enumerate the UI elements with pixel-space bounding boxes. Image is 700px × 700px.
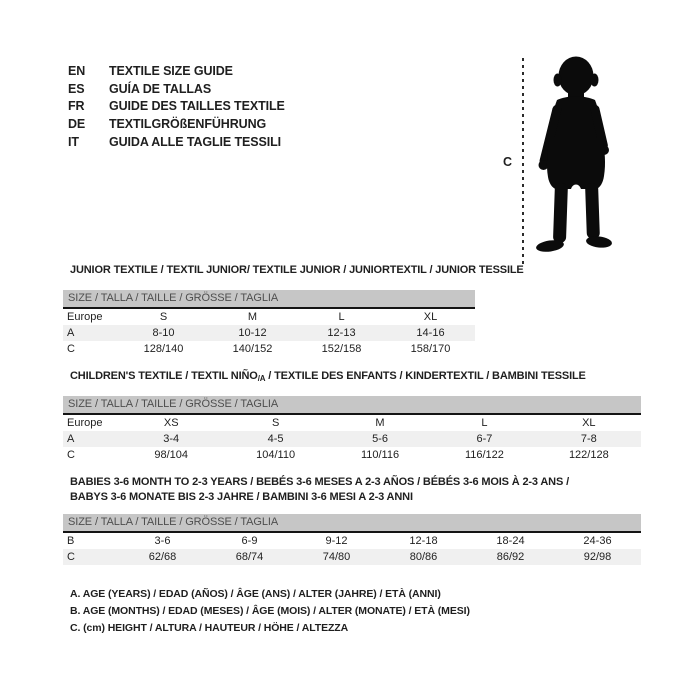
header-divider [63, 531, 641, 533]
height-measure-label: C [503, 155, 513, 169]
cell: 158/170 [410, 343, 451, 355]
cell: L [481, 417, 488, 429]
cell: 18-24 [496, 535, 525, 547]
cell: S [159, 311, 168, 323]
table-row: A 3-4 4-5 5-6 6-7 7-8 [63, 431, 641, 447]
cell: 140/152 [232, 343, 273, 355]
cell: 62/68 [148, 551, 177, 563]
size-header: SIZE / TALLA / TAILLE / GRÖSSE / TAGLIA [63, 290, 475, 307]
cell: XS [163, 417, 179, 429]
cell: 3-4 [163, 433, 180, 445]
cell: S [271, 417, 280, 429]
cell: 10-12 [238, 327, 267, 339]
row-label: A [67, 327, 75, 339]
table-row: C 98/104 104/110 110/116 116/122 122/128 [63, 447, 641, 463]
language-title: GUIDA ALLE TAGLIE TESSILI [109, 135, 282, 150]
children-table-title: CHILDREN'S TEXTILE / TEXTIL NIÑO/A / TEX… [70, 370, 586, 383]
cell: 9-12 [325, 535, 348, 547]
language-row-de: DE TEXTILGRÖßENFÜHRUNG [68, 115, 285, 133]
language-title: TEXTILE SIZE GUIDE [109, 63, 233, 78]
children-title-pre: CHILDREN'S TEXTILE / TEXTIL NIÑO [70, 370, 258, 382]
toddler-silhouette-icon [536, 56, 612, 252]
table-row: Europe XS S M L XL [63, 415, 641, 431]
legend-line-b: B. AGE (MONTHS) / EDAD (MESES) / ÂGE (MO… [70, 605, 470, 618]
cell: 74/80 [322, 551, 351, 563]
size-header: SIZE / TALLA / TAILLE / GRÖSSE / TAGLIA [63, 396, 641, 413]
babies-table-title: BABIES 3-6 MONTH TO 2-3 YEARS / BEBÉS 3-… [70, 475, 569, 505]
header-divider [63, 307, 475, 309]
babies-title-line1: BABIES 3-6 MONTH TO 2-3 YEARS / BEBÉS 3-… [70, 476, 569, 488]
legend-line-a: A. AGE (YEARS) / EDAD (AÑOS) / ÂGE (ANS)… [70, 588, 441, 600]
row-label: Europe [67, 417, 103, 429]
language-list: EN TEXTILE SIZE GUIDE ES GUÍA DE TALLAS … [68, 62, 285, 151]
language-code: ES [68, 81, 85, 96]
cell: 92/98 [583, 551, 612, 563]
children-title-sub: /A [257, 374, 266, 383]
language-row-fr: FR GUIDE DES TAILLES TEXTILE [68, 98, 285, 116]
cell: 128/140 [143, 343, 184, 355]
cell: 152/158 [321, 343, 362, 355]
cell: 6-9 [241, 535, 258, 547]
table-row: B 3-6 6-9 9-12 12-18 18-24 24-36 [63, 533, 641, 549]
babies-title-line2: BABYS 3-6 MONATE BIS 2-3 JAHRE / BAMBINI… [70, 491, 413, 504]
cell: 8-10 [152, 327, 175, 339]
language-row-it: IT GUIDA ALLE TAGLIE TESSILI [68, 133, 285, 151]
cell: 122/128 [568, 449, 609, 461]
cell: M [375, 417, 385, 429]
table-row: A 8-10 10-12 12-13 14-16 [63, 325, 475, 341]
language-row-es: ES GUÍA DE TALLAS [68, 80, 285, 98]
cell: 104/110 [256, 449, 296, 461]
cell: 12-18 [409, 535, 438, 547]
junior-size-table: SIZE / TALLA / TAILLE / GRÖSSE / TAGLIA … [63, 290, 475, 357]
language-code: IT [68, 135, 79, 150]
legend-line-c: C. (cm) HEIGHT / ALTURA / HAUTEUR / HÖHE… [70, 622, 349, 635]
language-code: EN [68, 63, 86, 78]
table-row: C 62/68 68/74 74/80 80/86 86/92 92/98 [63, 549, 641, 565]
size-header: SIZE / TALLA / TAILLE / GRÖSSE / TAGLIA [63, 514, 641, 531]
children-title-post: / TEXTILE DES ENFANTS / KINDERTEXTIL / B… [265, 370, 586, 382]
row-label: A [67, 433, 75, 445]
cell: 5-6 [372, 433, 388, 445]
row-label: C [67, 343, 75, 355]
measure-legend: A. AGE (YEARS) / EDAD (AÑOS) / ÂGE (ANS)… [70, 586, 470, 638]
cell: 98/104 [154, 449, 189, 461]
cell: M [247, 311, 258, 323]
row-label: B [67, 535, 75, 547]
cell: 3-6 [154, 535, 171, 547]
language-title: TEXTILGRÖßENFÜHRUNG [109, 117, 267, 132]
cell: XL [423, 311, 438, 323]
row-label: C [67, 551, 75, 563]
cell: 6-7 [476, 433, 493, 445]
row-label: Europe [67, 311, 103, 323]
language-row-en: EN TEXTILE SIZE GUIDE [68, 62, 285, 80]
language-title: GUÍA DE TALLAS [109, 81, 212, 96]
cell: 14-16 [416, 327, 445, 339]
cell: 7-8 [580, 433, 597, 445]
cell: 24-36 [583, 535, 612, 547]
cell: 110/116 [360, 449, 400, 461]
header-divider [63, 413, 641, 415]
babies-size-table: SIZE / TALLA / TAILLE / GRÖSSE / TAGLIA … [63, 514, 641, 565]
table-row: Europe S M L XL [63, 309, 475, 325]
language-code: FR [68, 99, 85, 114]
height-dashed-line [522, 58, 524, 264]
junior-table-title: JUNIOR TEXTILE / TEXTIL JUNIOR/ TEXTILE … [70, 264, 524, 276]
cell: 116/122 [464, 449, 504, 461]
cell: 12-13 [327, 327, 356, 339]
cell: 4-5 [267, 433, 284, 445]
cell: 68/74 [235, 551, 264, 563]
language-title: GUIDE DES TAILLES TEXTILE [109, 99, 285, 114]
table-row: C 128/140 140/152 152/158 158/170 [63, 341, 475, 357]
cell: L [338, 311, 345, 323]
children-size-table: SIZE / TALLA / TAILLE / GRÖSSE / TAGLIA … [63, 396, 641, 463]
cell: 80/86 [409, 551, 438, 563]
cell: 86/92 [496, 551, 525, 563]
language-code: DE [68, 117, 86, 132]
cell: XL [582, 417, 596, 429]
row-label: C [67, 449, 75, 461]
